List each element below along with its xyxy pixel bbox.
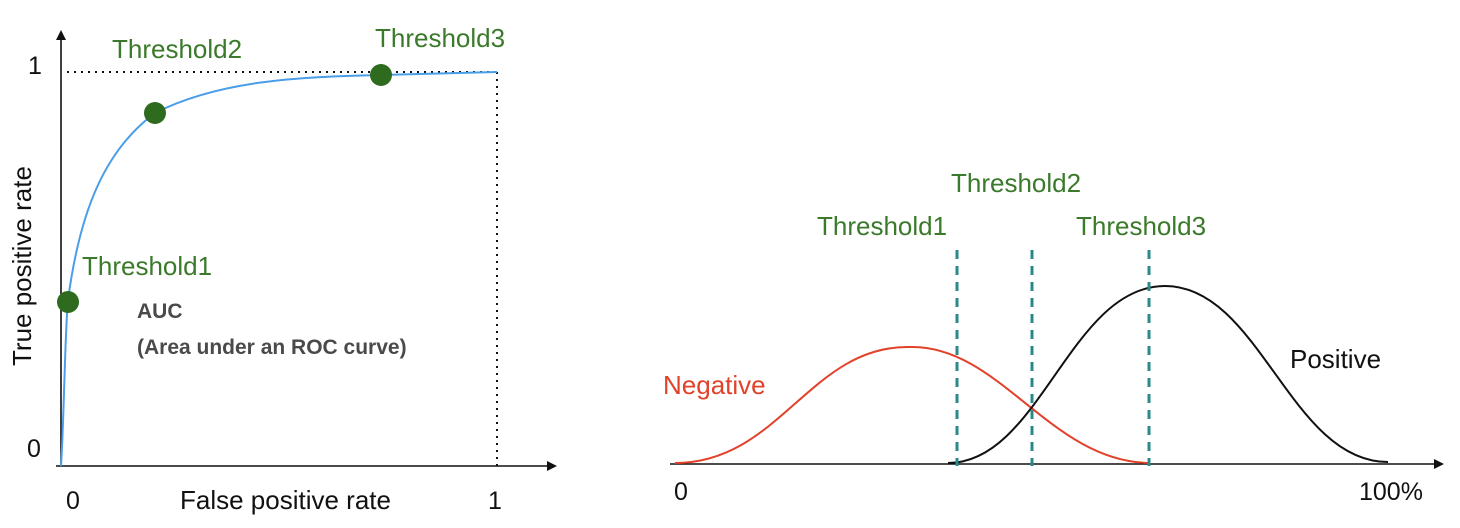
- negative-distribution-curve: [674, 345, 1151, 464]
- distribution-x-tick-left: 0: [674, 478, 688, 506]
- roc-auc-description: (Area under an ROC curve): [137, 336, 407, 359]
- roc-threshold3-point: [370, 64, 392, 86]
- distribution-x-tick-right: 100%: [1359, 478, 1423, 506]
- roc-y-axis-label: True positive rate: [7, 166, 37, 366]
- roc-x-axis-label: False positive rate: [180, 485, 391, 515]
- distribution-threshold1-label: Threshold1: [817, 211, 947, 241]
- roc-threshold2-point: [144, 102, 166, 124]
- roc-auc-title: AUC: [137, 300, 183, 323]
- roc-threshold1-point: [57, 291, 79, 313]
- roc-threshold3-label: Threshold3: [375, 23, 505, 53]
- roc-panel: Threshold1 Threshold2 Threshold3 AUC (Ar…: [7, 23, 557, 515]
- roc-curve: [60, 71, 498, 467]
- negative-label: Negative: [663, 370, 766, 400]
- roc-y-tick-top: 1: [28, 52, 42, 80]
- roc-x-tick-left: 0: [66, 487, 80, 515]
- roc-x-tick-right: 1: [488, 487, 502, 515]
- roc-y-tick-bottom: 0: [27, 435, 41, 463]
- roc-threshold1-label: Threshold1: [82, 251, 212, 281]
- distribution-threshold3-label: Threshold3: [1076, 211, 1206, 241]
- positive-distribution-curve: [947, 284, 1389, 464]
- distribution-threshold2-label: Threshold2: [951, 168, 1081, 198]
- distribution-panel: Threshold1 Threshold2 Threshold3 Negativ…: [663, 168, 1444, 506]
- positive-label: Positive: [1290, 344, 1381, 374]
- roc-threshold2-label: Threshold2: [112, 34, 242, 64]
